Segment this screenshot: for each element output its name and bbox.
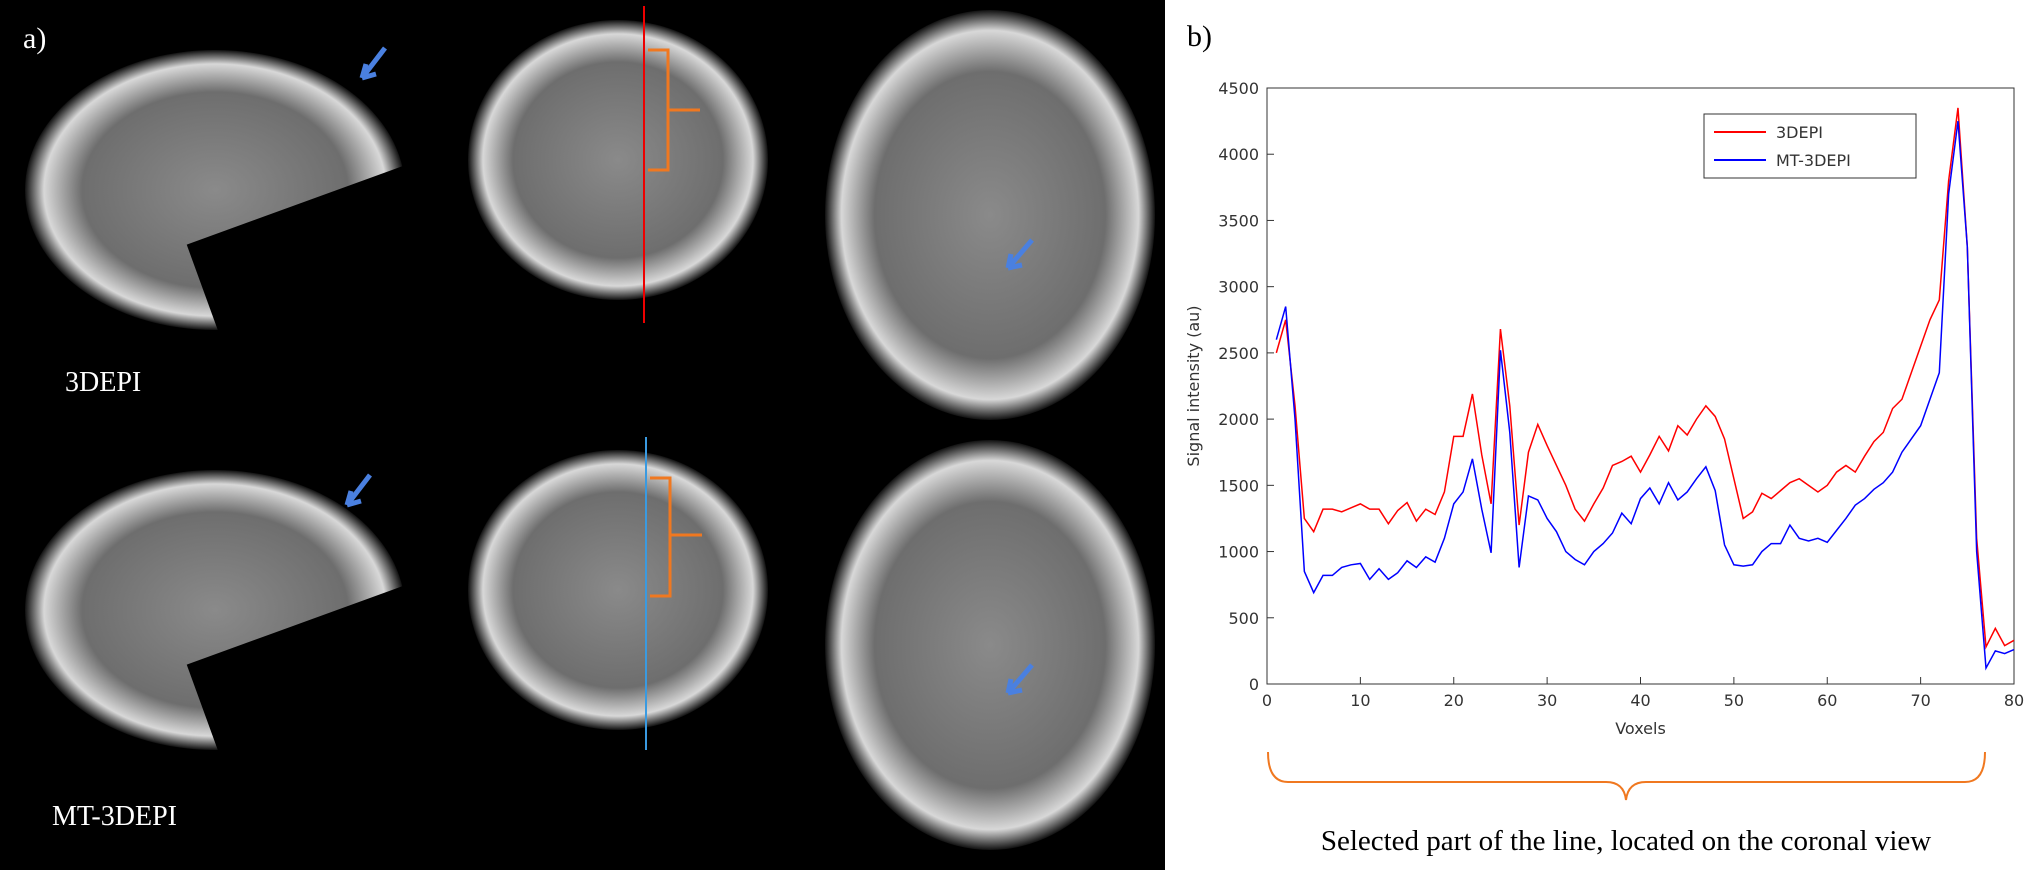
x-tick-label: 80 — [2004, 691, 2024, 710]
x-tick-label: 60 — [1817, 691, 1837, 710]
arrow — [1005, 663, 1034, 696]
data-line — [1275, 107, 2015, 650]
legend-label: 3DEPI — [1776, 123, 1823, 142]
axial-image — [825, 440, 1155, 850]
x-tick-label: 10 — [1350, 691, 1370, 710]
bracket — [648, 48, 700, 172]
arrow — [344, 473, 372, 508]
y-axis-label: Signal intensity (au) — [1184, 305, 1203, 466]
plot-area — [1266, 87, 2015, 685]
x-axis-label: Voxels — [1615, 719, 1666, 738]
arrow — [1005, 238, 1034, 271]
y-tick-label: 1500 — [1218, 476, 1259, 495]
data-line — [1275, 121, 2015, 671]
caption: Selected part of the line, located on th… — [1321, 825, 1931, 857]
x-tick-label: 50 — [1724, 691, 1744, 710]
legend-box — [1703, 113, 1917, 179]
y-tick-label: 2000 — [1218, 410, 1259, 429]
y-tick-label: 4500 — [1218, 79, 1259, 98]
x-tick-label: 0 — [1262, 691, 1272, 710]
row-label: 3DEPI — [65, 367, 141, 398]
y-tick-label: 2500 — [1218, 344, 1259, 363]
panel-label: a) — [23, 22, 46, 55]
bracket — [650, 476, 702, 598]
axial-image — [825, 10, 1155, 420]
legend-label: MT-3DEPI — [1776, 151, 1851, 170]
coronal-image — [468, 20, 768, 300]
x-tick-label: 20 — [1444, 691, 1464, 710]
image-mask — [186, 582, 457, 787]
y-tick-label: 3500 — [1218, 211, 1259, 230]
y-tick-label: 3000 — [1218, 278, 1259, 297]
coronal-image — [468, 450, 768, 730]
selection-bracket — [1267, 751, 1986, 801]
arrow — [359, 46, 387, 81]
line-chart: 0 10 20 30 40 50 60 70 80 0 500 1000 1500 2000 2500 300… — [1184, 79, 2024, 738]
panel-label: b) — [1187, 20, 1212, 53]
x-tick-label: 30 — [1537, 691, 1557, 710]
y-tick-label: 0 — [1249, 675, 1259, 694]
x-tick-label: 40 — [1630, 691, 1650, 710]
y-tick-label: 4000 — [1218, 145, 1259, 164]
y-tick-label: 1000 — [1218, 543, 1259, 562]
x-tick-label: 70 — [1910, 691, 1930, 710]
image-mask — [186, 162, 457, 367]
row-label: MT-3DEPI — [52, 801, 177, 832]
y-tick-label: 500 — [1228, 609, 1259, 628]
